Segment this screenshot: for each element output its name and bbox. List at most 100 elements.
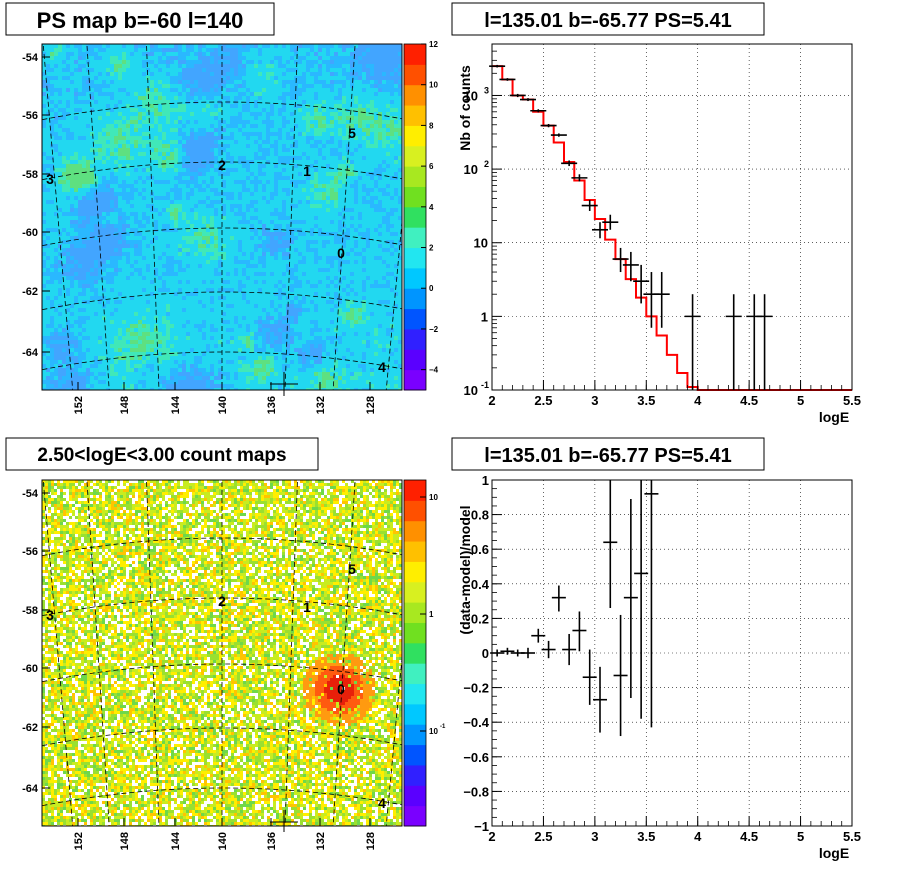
- heatmap-cell: [110, 92, 115, 97]
- heatmap-cell: [326, 260, 331, 265]
- heatmap-cell: [110, 140, 115, 145]
- heatmap-cell: [130, 192, 135, 197]
- heatmap-cell: [234, 80, 239, 85]
- heatmap-cell: [322, 56, 327, 61]
- heatmap-cell: [378, 164, 383, 169]
- heatmap-cell: [326, 116, 331, 121]
- heatmap-cell: [398, 256, 402, 261]
- heatmap-cell: [62, 240, 67, 245]
- heatmap-cell: [382, 88, 387, 93]
- heatmap-cell: [190, 208, 195, 213]
- heatmap-cell: [70, 48, 75, 53]
- heatmap-cell: [74, 208, 79, 213]
- heatmap-cell: [270, 244, 275, 249]
- heatmap-cell: [134, 244, 139, 249]
- heatmap-cell: [70, 188, 75, 193]
- heatmap-cell: [390, 112, 395, 117]
- heatmap-cell: [322, 160, 327, 165]
- heatmap-cell: [298, 140, 303, 145]
- heatmap-cell: [166, 240, 171, 245]
- heatmap-cell: [314, 108, 319, 113]
- heatmap-cell: [218, 132, 223, 137]
- heatmap-cell: [298, 136, 303, 141]
- heatmap-cell: [66, 84, 71, 89]
- heatmap-cell: [158, 212, 163, 217]
- heatmap-cell: [134, 264, 139, 269]
- heatmap-cell: [358, 188, 363, 193]
- heatmap-cell: [166, 108, 171, 113]
- heatmap-cell: [190, 196, 195, 201]
- heatmap-cell: [394, 216, 399, 221]
- heatmap-cell: [206, 52, 211, 57]
- heatmap-cell: [238, 112, 243, 117]
- heatmap-cell: [386, 256, 391, 261]
- heatmap-cell: [42, 92, 47, 97]
- heatmap-cell: [46, 152, 51, 157]
- heatmap-cell: [82, 204, 87, 209]
- heatmap-cell: [122, 100, 127, 105]
- heatmap-cell: [250, 196, 255, 201]
- heatmap-cell: [102, 216, 107, 221]
- heatmap-cell: [74, 48, 79, 53]
- heatmap-cell: [378, 176, 383, 181]
- heatmap-cell: [302, 44, 307, 49]
- heatmap-cell: [270, 76, 275, 81]
- heatmap-cell: [134, 120, 139, 125]
- heatmap-cell: [58, 92, 63, 97]
- heatmap-cell: [346, 124, 351, 129]
- heatmap-cell: [194, 176, 199, 181]
- heatmap-cell: [150, 48, 155, 53]
- heatmap-cell: [322, 128, 327, 133]
- heatmap-cell: [142, 244, 147, 249]
- heatmap-cell: [214, 212, 219, 217]
- heatmap-cell: [106, 216, 111, 221]
- heatmap-cell: [166, 76, 171, 81]
- heatmap-cell: [362, 72, 367, 77]
- heatmap-cell: [398, 108, 402, 113]
- heatmap-cell: [322, 112, 327, 117]
- heatmap-cell: [90, 252, 95, 257]
- heatmap-cell: [354, 52, 359, 57]
- heatmap-cell: [306, 120, 311, 125]
- heatmap-cell: [194, 52, 199, 57]
- heatmap-cell: [150, 60, 155, 65]
- heatmap-cell: [74, 84, 79, 89]
- heatmap-cell: [166, 88, 171, 93]
- heatmap-cell: [354, 256, 359, 261]
- heatmap-cell: [182, 220, 187, 225]
- heatmap-cell: [118, 192, 123, 197]
- heatmap-cell: [134, 80, 139, 85]
- heatmap-cell: [190, 92, 195, 97]
- heatmap-cell: [62, 200, 67, 205]
- heatmap-cell: [322, 236, 327, 241]
- heatmap-cell: [118, 100, 123, 105]
- heatmap-cell: [150, 180, 155, 185]
- heatmap-cell: [194, 240, 199, 245]
- heatmap-cell: [382, 72, 387, 77]
- heatmap-cell: [46, 240, 51, 245]
- heatmap-cell: [118, 220, 123, 225]
- heatmap-cell: [62, 228, 67, 233]
- heatmap-cell: [394, 88, 399, 93]
- heatmap-cell: [382, 168, 387, 173]
- heatmap-cell: [386, 116, 391, 121]
- heatmap-cell: [62, 184, 67, 189]
- heatmap-cell: [354, 180, 359, 185]
- heatmap-cell: [86, 252, 91, 257]
- heatmap-cell: [58, 220, 63, 225]
- heatmap-cell: [342, 164, 347, 169]
- heatmap-cell: [102, 188, 107, 193]
- heatmap-cell: [146, 48, 151, 53]
- heatmap-cell: [194, 220, 199, 225]
- heatmap-cell: [54, 124, 59, 129]
- heatmap-cell: [294, 68, 299, 73]
- heatmap-cell: [50, 124, 55, 129]
- heatmap-cell: [74, 88, 79, 93]
- heatmap-cell: [390, 68, 395, 73]
- heatmap-cell: [174, 184, 179, 189]
- heatmap-cell: [346, 236, 351, 241]
- heatmap-cell: [198, 208, 203, 213]
- heatmap-cell: [54, 108, 59, 113]
- heatmap-cell: [130, 188, 135, 193]
- heatmap-cell: [382, 196, 387, 201]
